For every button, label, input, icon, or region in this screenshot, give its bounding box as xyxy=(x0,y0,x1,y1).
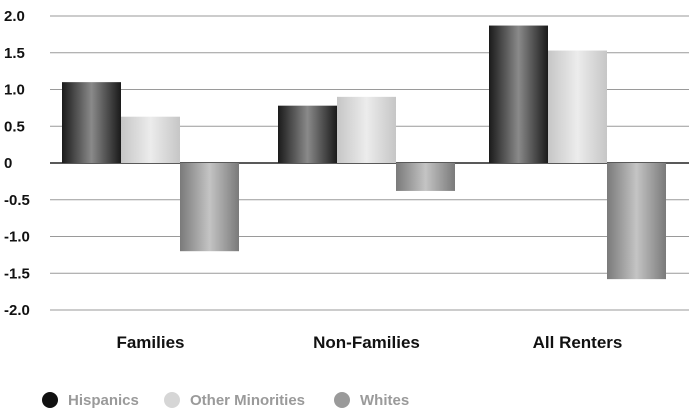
bar-hispanics-non-families xyxy=(278,105,337,163)
y-tick-label: 0 xyxy=(4,155,12,172)
y-tick-label: -1.0 xyxy=(4,229,30,246)
legend-swatch xyxy=(334,392,350,408)
bar-whites-all-renters xyxy=(607,163,666,280)
y-tick-label: -0.5 xyxy=(4,192,30,209)
bar-other-minorities-non-families xyxy=(337,96,396,163)
bars xyxy=(62,25,666,280)
y-axis-ticks: 2.0 1.5 1.0 0.5 0 -0.5 -1.0 -1.5 -2.0 xyxy=(4,8,30,319)
bar-other-minorities-families xyxy=(121,116,180,163)
bar-whites-families xyxy=(180,163,239,252)
y-tick-label: -1.5 xyxy=(4,265,30,282)
legend: Hispanics Other Minorities Whites xyxy=(42,392,409,409)
category-label: All Renters xyxy=(533,333,623,352)
y-tick-label: 1.5 xyxy=(4,45,25,62)
y-tick-label: 2.0 xyxy=(4,8,25,25)
bar-whites-non-families xyxy=(396,163,455,191)
y-tick-label: 0.5 xyxy=(4,118,25,135)
bar-other-minorities-all-renters xyxy=(548,50,607,163)
category-label: Families xyxy=(116,333,184,352)
x-axis-categories: Families Non-Families All Renters xyxy=(116,333,622,352)
legend-label: Other Minorities xyxy=(190,392,305,409)
category-label: Non-Families xyxy=(313,333,420,352)
legend-swatch xyxy=(164,392,180,408)
legend-label: Whites xyxy=(360,392,409,409)
bar-hispanics-families xyxy=(62,82,121,163)
bar-hispanics-all-renters xyxy=(489,25,548,164)
y-tick-label: -2.0 xyxy=(4,302,30,319)
y-tick-label: 1.0 xyxy=(4,82,25,99)
legend-swatch xyxy=(42,392,58,408)
legend-label: Hispanics xyxy=(68,392,139,409)
